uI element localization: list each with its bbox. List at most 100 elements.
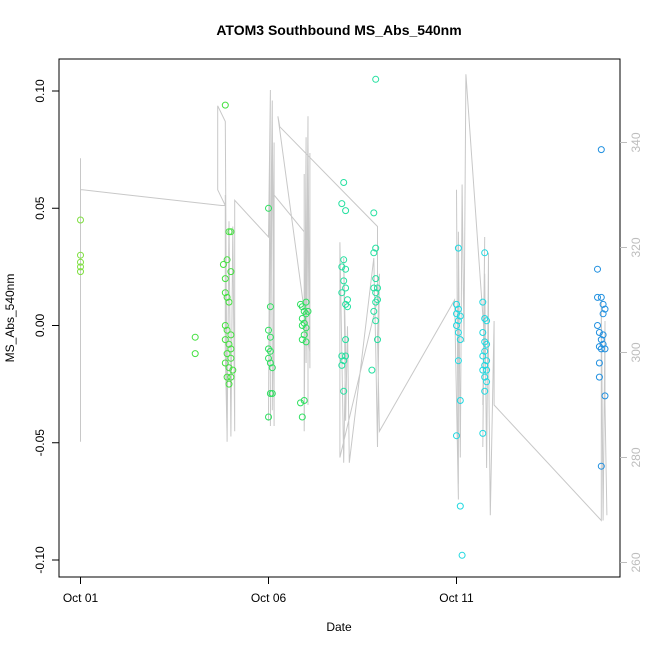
data-point xyxy=(456,397,464,404)
data-point xyxy=(338,263,346,271)
data-point xyxy=(338,200,346,208)
data-point xyxy=(479,329,487,336)
data-point xyxy=(599,310,607,318)
data-point xyxy=(481,387,489,395)
data-point xyxy=(456,502,464,510)
data-point xyxy=(77,268,84,276)
y2-tick-label: 340 xyxy=(629,132,643,152)
data-point xyxy=(221,289,229,297)
data-point xyxy=(597,345,605,353)
data-point xyxy=(77,216,84,224)
data-point xyxy=(77,263,84,271)
data-point xyxy=(372,244,380,252)
data-point xyxy=(340,387,348,395)
y-tick-label: 0.10 xyxy=(33,79,47,103)
data-point xyxy=(342,265,350,273)
y-axis: 0.10 0.05 0.00 -0.05 -0.10 xyxy=(33,79,59,574)
data-point xyxy=(298,413,306,421)
points-layer xyxy=(77,75,609,559)
data-point xyxy=(454,244,462,252)
data-point xyxy=(300,319,308,327)
data-point xyxy=(601,392,609,400)
data-point xyxy=(340,179,348,186)
data-point xyxy=(599,340,607,348)
data-point xyxy=(225,228,233,236)
data-point xyxy=(454,317,462,325)
x-tick-label: Oct 06 xyxy=(251,591,287,605)
data-point xyxy=(191,333,199,341)
y-tick-label: 0.05 xyxy=(33,196,47,220)
data-point xyxy=(227,354,235,362)
data-point xyxy=(372,298,380,306)
data-point xyxy=(342,207,350,215)
y2-tick-label: 280 xyxy=(629,447,643,467)
data-point xyxy=(597,462,605,470)
data-point xyxy=(227,373,235,381)
data-point xyxy=(599,300,607,308)
data-point xyxy=(77,258,84,266)
data-point xyxy=(370,249,378,257)
data-point xyxy=(227,268,235,276)
data-point xyxy=(483,317,491,325)
data-point xyxy=(372,289,380,297)
data-point xyxy=(227,228,235,236)
gray-line-layer xyxy=(80,74,608,522)
data-point xyxy=(594,265,601,273)
data-point xyxy=(338,361,346,369)
data-point xyxy=(265,204,272,212)
data-point xyxy=(338,352,346,360)
data-point xyxy=(454,305,462,313)
data-point xyxy=(77,251,84,259)
data-point xyxy=(227,345,235,353)
data-point xyxy=(338,289,346,297)
data-point xyxy=(594,322,601,329)
data-point xyxy=(372,75,380,83)
x-tick-label: Oct 11 xyxy=(439,591,474,605)
data-point xyxy=(597,336,605,344)
data-point xyxy=(340,256,348,264)
data-point xyxy=(266,303,274,311)
data-point xyxy=(595,329,603,336)
data-point xyxy=(595,359,603,367)
data-point xyxy=(597,293,605,301)
data-point xyxy=(342,336,350,344)
data-point xyxy=(374,284,381,292)
data-point xyxy=(265,326,272,334)
data-point xyxy=(298,336,306,344)
data-point xyxy=(481,361,489,369)
plot-area xyxy=(58,58,621,578)
data-point xyxy=(453,300,460,308)
data-point xyxy=(223,326,231,334)
data-point xyxy=(483,378,491,386)
data-point xyxy=(225,340,233,348)
y2-axis-right: 340 320 300 280 260 xyxy=(620,132,643,573)
data-point xyxy=(481,373,489,381)
data-point xyxy=(223,256,231,264)
data-point xyxy=(266,333,274,341)
data-point xyxy=(368,366,376,374)
data-point xyxy=(266,347,274,355)
data-point xyxy=(298,315,306,322)
data-point xyxy=(229,366,237,374)
data-point xyxy=(481,315,489,322)
y2-tick-label: 260 xyxy=(629,552,643,572)
x-axis: Oct 01 Oct 06 Oct 11 xyxy=(63,577,474,605)
data-point xyxy=(223,373,231,381)
data-point xyxy=(225,298,233,306)
data-point xyxy=(481,249,489,257)
data-point xyxy=(223,293,231,301)
data-point xyxy=(268,390,276,397)
data-point xyxy=(344,303,351,311)
data-point xyxy=(221,101,229,109)
data-point xyxy=(298,303,306,311)
data-point xyxy=(344,296,351,304)
y-tick-label: -0.05 xyxy=(33,429,47,457)
x-tick-label: Oct 01 xyxy=(63,591,99,605)
data-point xyxy=(483,366,491,374)
data-point xyxy=(453,322,460,329)
data-point xyxy=(479,366,487,374)
data-point xyxy=(227,331,235,339)
chart-title: ATOM3 Southbound MS_Abs_540nm xyxy=(216,22,461,38)
data-point xyxy=(300,397,308,404)
